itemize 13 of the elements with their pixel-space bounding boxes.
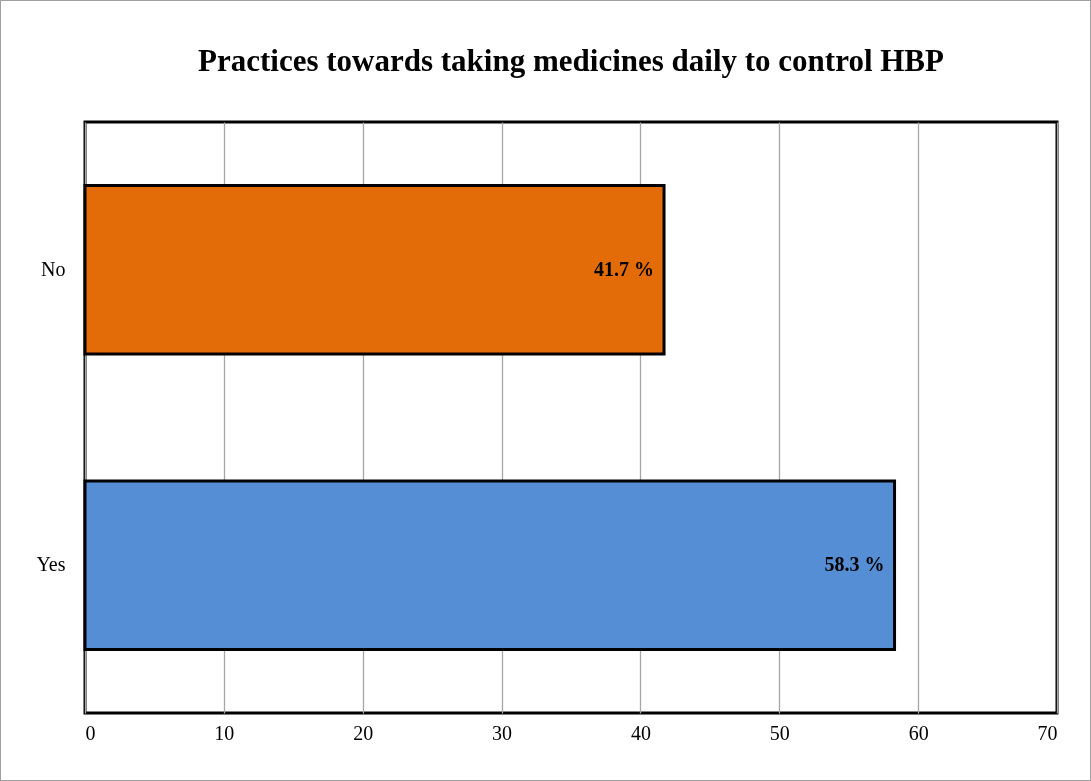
x-tick-label: 70 — [1037, 721, 1058, 744]
y-tick-label: Yes — [36, 553, 66, 576]
x-tick-label: 10 — [214, 721, 235, 744]
x-tick-label: 0 — [85, 721, 96, 744]
data-label: 41.7 % — [594, 257, 655, 280]
x-tick-label: 50 — [769, 721, 790, 744]
chart-title: Practices towards taking medicines daily to control HBP — [198, 43, 945, 78]
x-tick-label: 30 — [492, 721, 513, 744]
x-tick-label: 20 — [353, 721, 374, 744]
data-label: 58.3 % — [824, 553, 885, 576]
x-tick-label: 60 — [908, 721, 929, 744]
y-tick-label: No — [41, 257, 66, 280]
x-tick-label: 40 — [630, 721, 651, 744]
